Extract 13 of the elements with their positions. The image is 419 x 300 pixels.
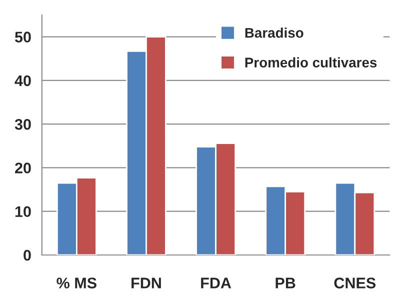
y-tick-label: 0 — [24, 250, 31, 261]
x-tick-label: CNES — [334, 278, 376, 288]
legend-label: Promedio cultivares — [245, 57, 377, 68]
y-tick-label: 50 — [14, 32, 31, 43]
x-tick-label: PB — [276, 278, 296, 288]
y-tick-label: 20 — [15, 162, 31, 174]
x-tick-label: FDN — [132, 278, 161, 288]
x-tick-label: FDA — [201, 278, 232, 288]
y-tick-label: 30 — [14, 118, 31, 130]
legend-label: Baradiso — [245, 28, 304, 38]
y-tick-label: 40 — [14, 75, 31, 86]
x-tick-label: % MS — [56, 278, 96, 288]
y-tick-label: 10 — [15, 206, 31, 218]
